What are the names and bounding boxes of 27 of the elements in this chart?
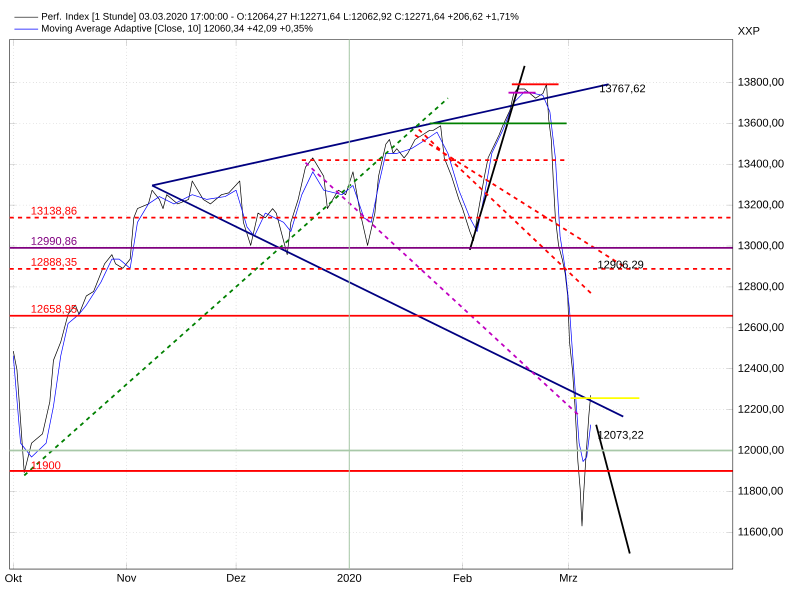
- ref-line-label: 12990,86: [32, 237, 77, 246]
- y-tick-label: 12600,00: [738, 323, 784, 332]
- annotation: 13767,62: [600, 84, 646, 94]
- y-tick-label: 11800,00: [738, 486, 783, 496]
- x-tick-label: Dez: [227, 574, 246, 582]
- y-tick-label: 13400,00: [738, 160, 784, 169]
- ref-line-label: 11900: [32, 462, 60, 470]
- y-tick-label: 11600,00: [738, 528, 783, 537]
- legend-label: Perf. Index [1 Stunde] 03.03.2020 17:00:00 - O:12064,27 H:12271,64 L:12062,92 C:12271,64 +206,62 +1,71%: [42, 12, 519, 22]
- ref-line-label: 13138,86: [32, 206, 77, 216]
- x-tick-label: Feb: [454, 574, 472, 582]
- x-tick-label: Nov: [118, 574, 136, 582]
- y-tick-label: 13600,00: [738, 118, 784, 128]
- annotation: 12906,29: [598, 260, 644, 270]
- y-tick-label: 12200,00: [738, 405, 784, 414]
- x-tick-label: Mrz: [560, 574, 578, 582]
- legend-label: Moving Average Adaptive [Close, 10] 12060,34 +42,09 +0,35%: [42, 24, 313, 34]
- y-tick-label: 12000,00: [738, 446, 784, 456]
- y-tick-label: 12800,00: [738, 282, 784, 292]
- x-tick-label: 2020: [338, 574, 362, 582]
- y-tick-label: 13800,00: [738, 78, 784, 88]
- y-tick-label: 13000,00: [738, 242, 784, 251]
- y-tick-label: 13200,00: [738, 200, 784, 210]
- ref-line-label: 12888,35: [32, 258, 77, 268]
- x-tick-label: Okt: [5, 574, 22, 582]
- y-axis-title: XXP: [738, 27, 760, 35]
- y-tick-label: 12400,00: [738, 364, 784, 374]
